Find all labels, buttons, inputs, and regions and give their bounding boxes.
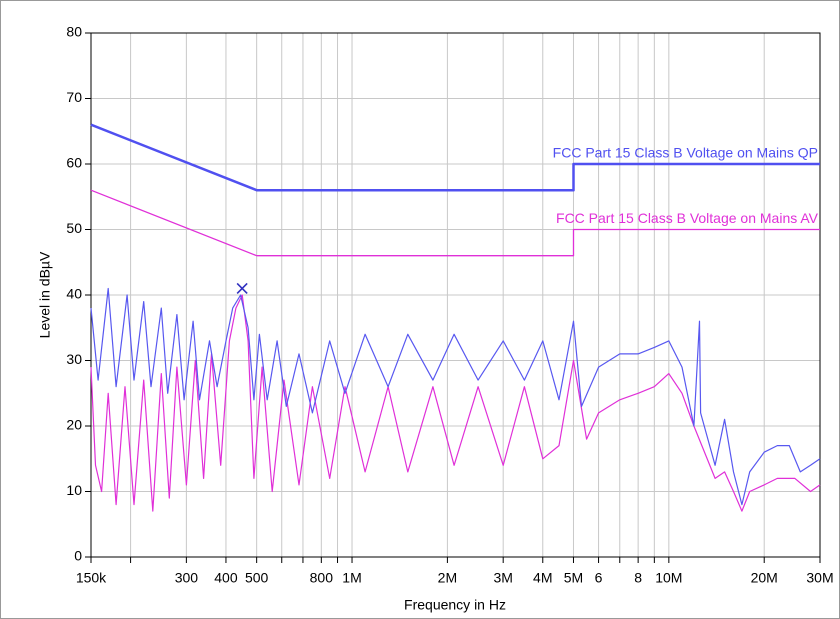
- series-line: [90, 189, 820, 257]
- x-tick-label: 5M: [564, 570, 583, 586]
- x-tick-label: 4M: [533, 570, 552, 586]
- y-tick-label: 50: [66, 220, 82, 236]
- x-tick-label: 400: [214, 570, 238, 586]
- x-tick-label: 150k: [76, 570, 107, 586]
- x-tick-label: 500: [245, 570, 269, 586]
- plot-area: [90, 32, 821, 558]
- y-tick-label: 30: [66, 351, 82, 367]
- x-axis-label: Frequency in Hz: [404, 597, 506, 613]
- series-label: FCC Part 15 Class B Voltage on Mains AV: [556, 210, 819, 226]
- x-tick-label: 20M: [751, 570, 778, 586]
- y-tick-label: 40: [66, 286, 82, 302]
- series-line: [90, 294, 821, 512]
- y-tick-label: 60: [66, 155, 82, 171]
- y-tick-label: 80: [66, 24, 82, 40]
- x-tick-label: 800: [310, 570, 334, 586]
- x-tick-label: 1M: [342, 570, 361, 586]
- y-tick-label: 0: [74, 548, 82, 564]
- x-tick-label: 8: [634, 570, 642, 586]
- x-tick-label: 2M: [438, 570, 457, 586]
- series-label: FCC Part 15 Class B Voltage on Mains QP: [553, 145, 818, 161]
- y-tick-label: 70: [66, 89, 82, 105]
- series-line: [90, 123, 820, 192]
- x-tick-label: 10M: [655, 570, 682, 586]
- x-tick-label: 6: [595, 570, 603, 586]
- y-tick-label: 10: [66, 482, 82, 498]
- x-tick-label: 300: [175, 570, 199, 586]
- series-line: [90, 287, 821, 506]
- x-tick-label: 30M: [806, 570, 833, 586]
- y-tick-label: 20: [66, 417, 82, 433]
- peak-marker: [236, 282, 248, 295]
- x-tick-label: 3M: [493, 570, 512, 586]
- y-axis-label: Level in dBµV: [37, 251, 53, 338]
